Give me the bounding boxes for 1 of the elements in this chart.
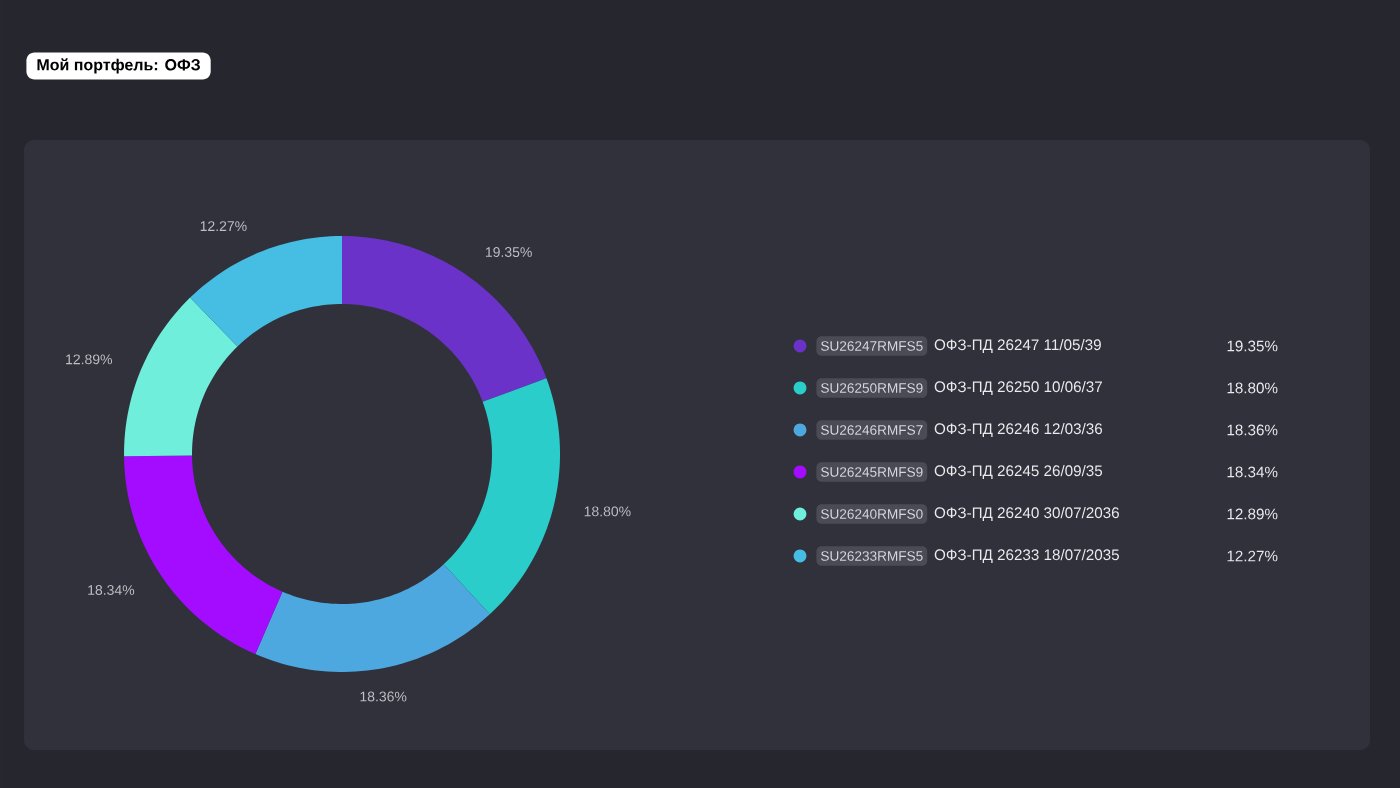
chart-title: Мой портфель: ОФЗ — [37, 58, 200, 74]
